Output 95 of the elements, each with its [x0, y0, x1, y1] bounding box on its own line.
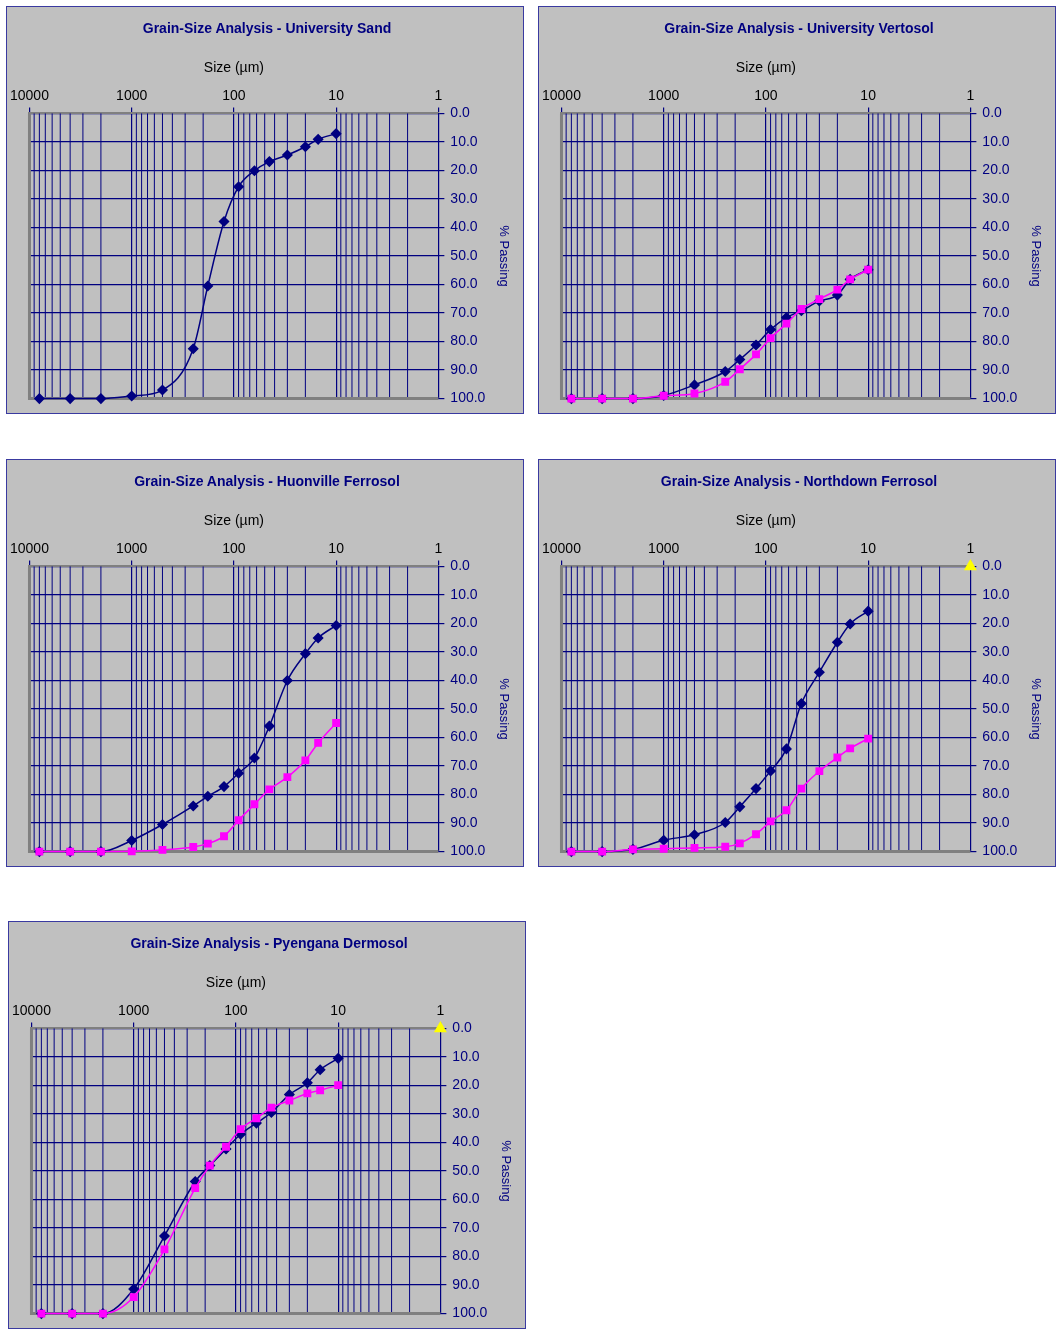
y-tick-label: 10.0: [982, 585, 1010, 602]
x-tick-label: 10000: [10, 539, 50, 556]
y-axis-title: % Passing: [498, 1140, 514, 1202]
y-tick-label: 0.0: [452, 1019, 473, 1036]
y-tick-label: 60.0: [450, 275, 478, 292]
x-tick-label: 10000: [542, 86, 582, 103]
y-tick-label: 60.0: [982, 728, 1010, 745]
x-axis-title: Size (µm): [203, 59, 265, 76]
x-axis-title: Size (µm): [203, 512, 265, 529]
y-tick-label: 40.0: [452, 1133, 480, 1150]
y-tick-label: 0.0: [450, 557, 471, 574]
x-tick-label: 1: [966, 539, 975, 556]
y-tick-label: 20.0: [982, 614, 1010, 631]
x-tick-label: 1000: [116, 86, 148, 103]
x-tick-label: 10000: [10, 86, 50, 103]
x-tick-label: 10000: [12, 1001, 52, 1018]
y-tick-label: 90.0: [452, 1275, 480, 1292]
y-tick-label: 100.0: [450, 389, 486, 406]
y-tick-label: 20.0: [450, 161, 478, 178]
x-tick-label: 1000: [648, 539, 680, 556]
x-tick-label: 1: [966, 86, 975, 103]
x-tick-label: 10: [328, 539, 345, 556]
y-tick-label: 80.0: [452, 1247, 480, 1264]
y-tick-label: 70.0: [982, 756, 1010, 773]
x-tick-label: 10: [860, 86, 877, 103]
y-tick-label: 10.0: [450, 132, 478, 149]
y-tick-label: 30.0: [982, 642, 1010, 659]
y-tick-label: 90.0: [982, 360, 1010, 377]
x-axis-title: Size (µm): [735, 512, 797, 529]
y-axis-title: % Passing: [496, 225, 512, 287]
y-tick-label: 80.0: [450, 332, 478, 349]
x-tick-label: 1000: [648, 86, 680, 103]
y-tick-label: 50.0: [450, 246, 478, 263]
x-tick-label: 1: [436, 1001, 445, 1018]
y-tick-label: 100.0: [982, 389, 1018, 406]
y-tick-label: 90.0: [450, 360, 478, 377]
y-tick-label: 100.0: [452, 1304, 488, 1321]
y-tick-label: 40.0: [450, 671, 478, 688]
y-tick-label: 20.0: [982, 161, 1010, 178]
x-tick-label: 10000: [542, 539, 582, 556]
y-tick-label: 20.0: [450, 614, 478, 631]
y-tick-label: 80.0: [982, 332, 1010, 349]
x-tick-label: 10: [860, 539, 877, 556]
x-axis-title: Size (µm): [735, 59, 797, 76]
x-axis-title: Size (µm): [205, 974, 267, 991]
y-tick-label: 50.0: [982, 246, 1010, 263]
y-tick-label: 10.0: [452, 1047, 480, 1064]
y-tick-label: 50.0: [982, 699, 1010, 716]
y-tick-label: 0.0: [450, 104, 471, 121]
y-tick-label: 60.0: [452, 1190, 480, 1207]
y-tick-label: 50.0: [452, 1161, 480, 1178]
y-tick-label: 30.0: [982, 189, 1010, 206]
x-tick-label: 100: [222, 539, 246, 556]
y-tick-label: 20.0: [452, 1076, 480, 1093]
y-tick-label: 50.0: [450, 699, 478, 716]
y-tick-label: 80.0: [982, 785, 1010, 802]
y-tick-label: 70.0: [452, 1218, 480, 1235]
chart-title: Grain-Size Analysis - University Sand: [142, 20, 392, 37]
chart-title: Grain-Size Analysis - University Vertosol: [664, 20, 934, 37]
x-tick-label: 100: [754, 539, 778, 556]
y-tick-label: 10.0: [982, 132, 1010, 149]
x-tick-label: 1000: [118, 1001, 150, 1018]
x-tick-label: 100: [754, 86, 778, 103]
x-tick-label: 1000: [116, 539, 148, 556]
y-tick-label: 100.0: [450, 842, 486, 859]
y-tick-label: 40.0: [450, 218, 478, 235]
y-tick-label: 30.0: [450, 189, 478, 206]
y-tick-label: 70.0: [982, 303, 1010, 320]
y-tick-label: 0.0: [982, 104, 1003, 121]
y-axis-title: % Passing: [1028, 225, 1044, 287]
x-tick-label: 100: [224, 1001, 248, 1018]
y-tick-label: 30.0: [452, 1104, 480, 1121]
y-tick-label: 30.0: [450, 642, 478, 659]
y-tick-label: 60.0: [450, 728, 478, 745]
x-tick-label: 1: [434, 539, 443, 556]
y-tick-label: 90.0: [982, 813, 1010, 830]
x-tick-label: 10: [328, 86, 345, 103]
y-tick-label: 10.0: [450, 585, 478, 602]
y-tick-label: 70.0: [450, 303, 478, 320]
y-tick-label: 80.0: [450, 785, 478, 802]
y-tick-label: 100.0: [982, 842, 1018, 859]
y-tick-label: 0.0: [982, 557, 1003, 574]
y-axis-title: % Passing: [496, 678, 512, 740]
x-tick-label: 10: [330, 1001, 347, 1018]
y-axis-title: % Passing: [1028, 678, 1044, 740]
chart-title: Grain-Size Analysis - Huonville Ferrosol: [134, 473, 400, 490]
y-tick-label: 90.0: [450, 813, 478, 830]
y-tick-label: 40.0: [982, 218, 1010, 235]
x-tick-label: 100: [222, 86, 246, 103]
y-tick-label: 40.0: [982, 671, 1010, 688]
y-tick-label: 70.0: [450, 756, 478, 773]
y-tick-label: 60.0: [982, 275, 1010, 292]
chart-title: Grain-Size Analysis - Pyengana Dermosol: [130, 935, 408, 952]
chart-title: Grain-Size Analysis - Northdown Ferrosol: [660, 473, 938, 490]
x-tick-label: 1: [434, 86, 443, 103]
